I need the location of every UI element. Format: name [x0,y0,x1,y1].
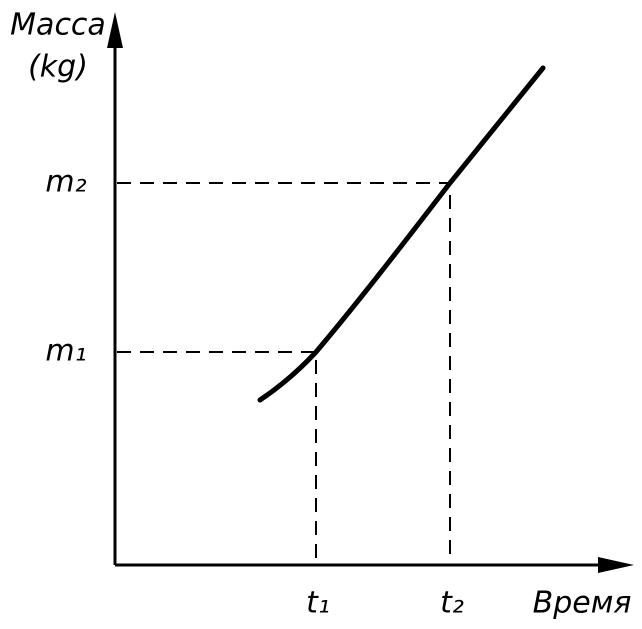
m2-guide [117,182,451,563]
x-tick-label: t₁ [306,586,330,621]
x-tick-label: t₂ [440,586,464,621]
mass-curve [257,65,546,403]
y-axis-arrow [107,12,123,48]
y-tick-label: m₁ [45,334,86,369]
x-axis-label: Время [533,586,632,621]
y-tick-label: m₂ [45,165,86,200]
y-axis-label: Масса [10,8,106,43]
y-axis-label: (kg) [28,50,88,85]
x-axis-arrow [598,557,634,573]
